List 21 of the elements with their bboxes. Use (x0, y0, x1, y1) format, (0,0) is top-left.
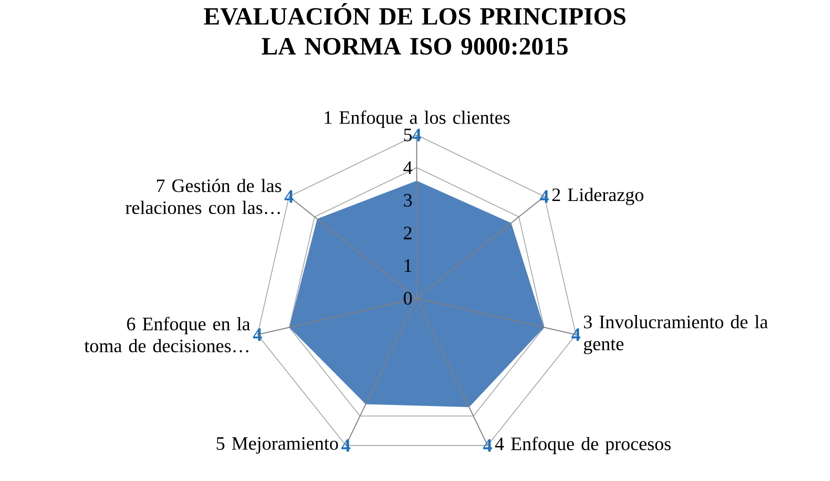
spoke-label: 2 Liderazgo (552, 188, 644, 206)
y-tick-label: 5 (404, 128, 412, 142)
spoke-label: 6 Enfoque en la toma de decisiones… (84, 316, 250, 352)
spoke-label: 5 Mejoramiento (216, 437, 338, 454)
data-label: 4 (571, 328, 580, 341)
spoke-label: 4 Enfoque de procesos (495, 436, 671, 454)
y-tick-label: 4 (403, 161, 412, 174)
spoke-label: 3 Involucramiento de la gente (584, 315, 768, 354)
spoke-label: 1 Enfoque a los clientes (324, 110, 510, 128)
y-tick-label: 2 (404, 226, 412, 240)
data-label: 4 (253, 328, 262, 341)
data-label: 4 (412, 128, 422, 142)
chart-title: EVALUACIÓN DE LOS PRINCIPIOS LA NORMA ISO 9000:2015 (204, 3, 626, 55)
y-tick-label: 0 (404, 292, 412, 305)
data-label: 4 (341, 439, 350, 452)
spoke-label: 7 Gestión de las relaciones con las… (126, 178, 282, 214)
y-tick-label: 3 (404, 194, 412, 207)
data-label: 4 (483, 439, 492, 452)
data-label: 4 (540, 190, 549, 203)
y-tick-label: 1 (404, 259, 412, 272)
data-label: 4 (284, 190, 294, 203)
